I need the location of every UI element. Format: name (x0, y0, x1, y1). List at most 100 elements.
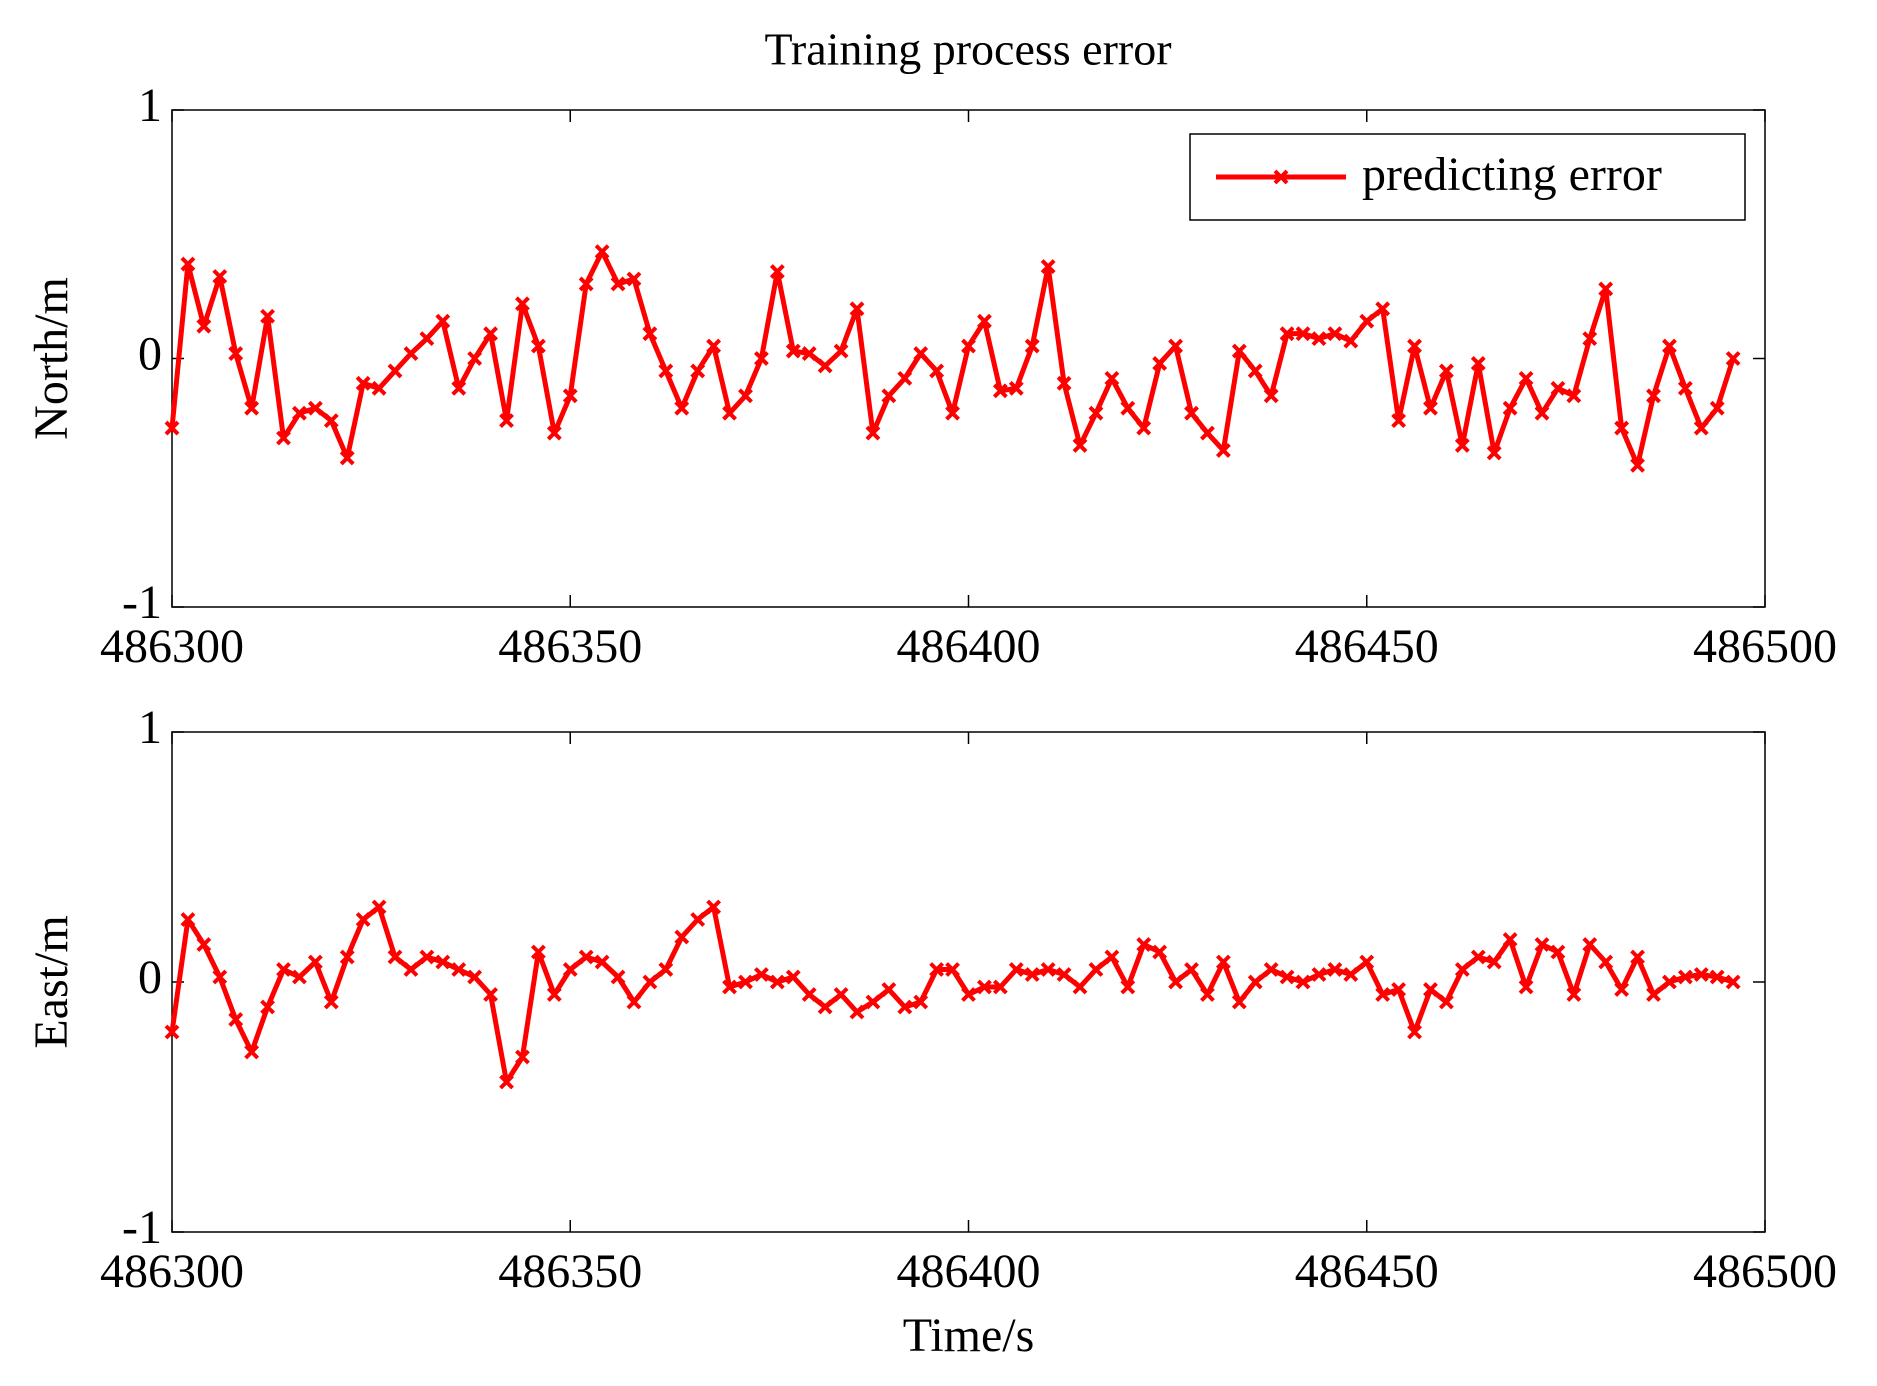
x-tick-label: 486500 (1693, 1245, 1837, 1298)
data-marker (769, 264, 785, 279)
data-marker (339, 949, 355, 965)
data-marker (801, 987, 817, 1002)
data-marker (897, 370, 913, 386)
data-marker (1247, 363, 1263, 379)
data-marker (1088, 405, 1104, 421)
data-marker (276, 430, 291, 446)
data-marker (1725, 351, 1741, 366)
data-marker (929, 363, 945, 379)
data-marker (1088, 962, 1104, 977)
data-marker (307, 400, 323, 416)
data-marker (371, 380, 387, 396)
x-tick-label: 486450 (1295, 620, 1439, 673)
x-tick-label: 486300 (100, 1245, 244, 1298)
y-axis-label: East/m (25, 915, 78, 1048)
data-marker (1295, 326, 1311, 342)
data-marker (260, 308, 275, 324)
data-marker (1646, 388, 1661, 404)
data-marker (1247, 974, 1263, 990)
data-marker (1168, 974, 1184, 990)
data-marker (658, 363, 674, 379)
plot-area (171, 731, 1766, 1233)
data-marker (1486, 445, 1502, 461)
data-marker (801, 346, 817, 361)
data-marker (292, 969, 307, 985)
data-marker (1614, 982, 1630, 997)
y-tick-label: 1 (138, 701, 162, 754)
data-marker (769, 974, 785, 990)
data-marker (1423, 982, 1438, 997)
data-marker (1534, 937, 1550, 952)
data-marker (785, 969, 801, 985)
y-tick-label: -1 (122, 576, 162, 629)
data-marker (1709, 400, 1725, 416)
data-marker (849, 1004, 865, 1020)
legend-label: predicting error (1362, 148, 1662, 201)
data-marker (1040, 962, 1056, 977)
data-marker (530, 944, 546, 960)
data-marker (228, 346, 244, 361)
data-marker (483, 987, 499, 1002)
data-marker (355, 912, 371, 927)
data-marker (451, 380, 467, 396)
legend-marker (1273, 169, 1289, 185)
data-marker (578, 949, 594, 965)
data-marker (881, 982, 897, 997)
data-marker (483, 326, 499, 342)
x-tick-label: 486500 (1693, 620, 1837, 673)
data-marker (1263, 388, 1279, 404)
data-marker (1630, 949, 1645, 965)
data-marker (467, 351, 483, 366)
data-marker (562, 962, 578, 977)
data-marker (626, 271, 642, 287)
data-marker (913, 346, 929, 361)
data-marker (753, 967, 769, 982)
data-marker (276, 962, 291, 977)
data-marker (180, 912, 196, 927)
data-marker (244, 400, 260, 416)
data-marker (387, 363, 403, 379)
data-marker (515, 1049, 530, 1065)
y-tick-label: 1 (138, 79, 162, 132)
data-marker (1582, 937, 1598, 952)
x-tick-label: 486350 (498, 620, 642, 673)
data-marker (1104, 370, 1120, 386)
data-marker (1231, 343, 1247, 359)
data-marker (1693, 967, 1709, 982)
data-marker (260, 999, 275, 1015)
data-marker (578, 276, 594, 292)
data-marker (1231, 994, 1247, 1010)
data-marker (1263, 962, 1279, 977)
data-marker (1295, 974, 1311, 990)
data-marker (292, 405, 307, 421)
data-marker (1502, 932, 1518, 947)
data-marker (610, 276, 626, 292)
data-marker (785, 343, 801, 359)
data-marker (1677, 969, 1693, 985)
data-marker (1327, 326, 1343, 342)
data-marker (833, 987, 849, 1002)
data-marker (1024, 967, 1040, 982)
data-marker (961, 987, 976, 1002)
data-marker (945, 405, 960, 421)
data-marker (1200, 987, 1215, 1002)
data-marker (1104, 949, 1120, 965)
data-marker (1725, 974, 1741, 990)
data-marker (1407, 338, 1422, 354)
data-marker (499, 1074, 514, 1090)
x-tick-label: 486450 (1295, 1245, 1439, 1298)
data-marker (1200, 425, 1215, 441)
data-marker (1646, 987, 1661, 1002)
data-marker (307, 954, 323, 970)
data-marker (1630, 457, 1645, 473)
y-tick-label: 0 (138, 951, 162, 1004)
data-marker (706, 338, 722, 354)
data-marker (419, 949, 435, 965)
data-marker (1056, 967, 1072, 982)
data-marker (339, 450, 355, 466)
data-marker (1391, 413, 1407, 429)
data-marker (1184, 962, 1199, 977)
data-marker (1375, 301, 1391, 317)
data-marker (419, 331, 435, 347)
